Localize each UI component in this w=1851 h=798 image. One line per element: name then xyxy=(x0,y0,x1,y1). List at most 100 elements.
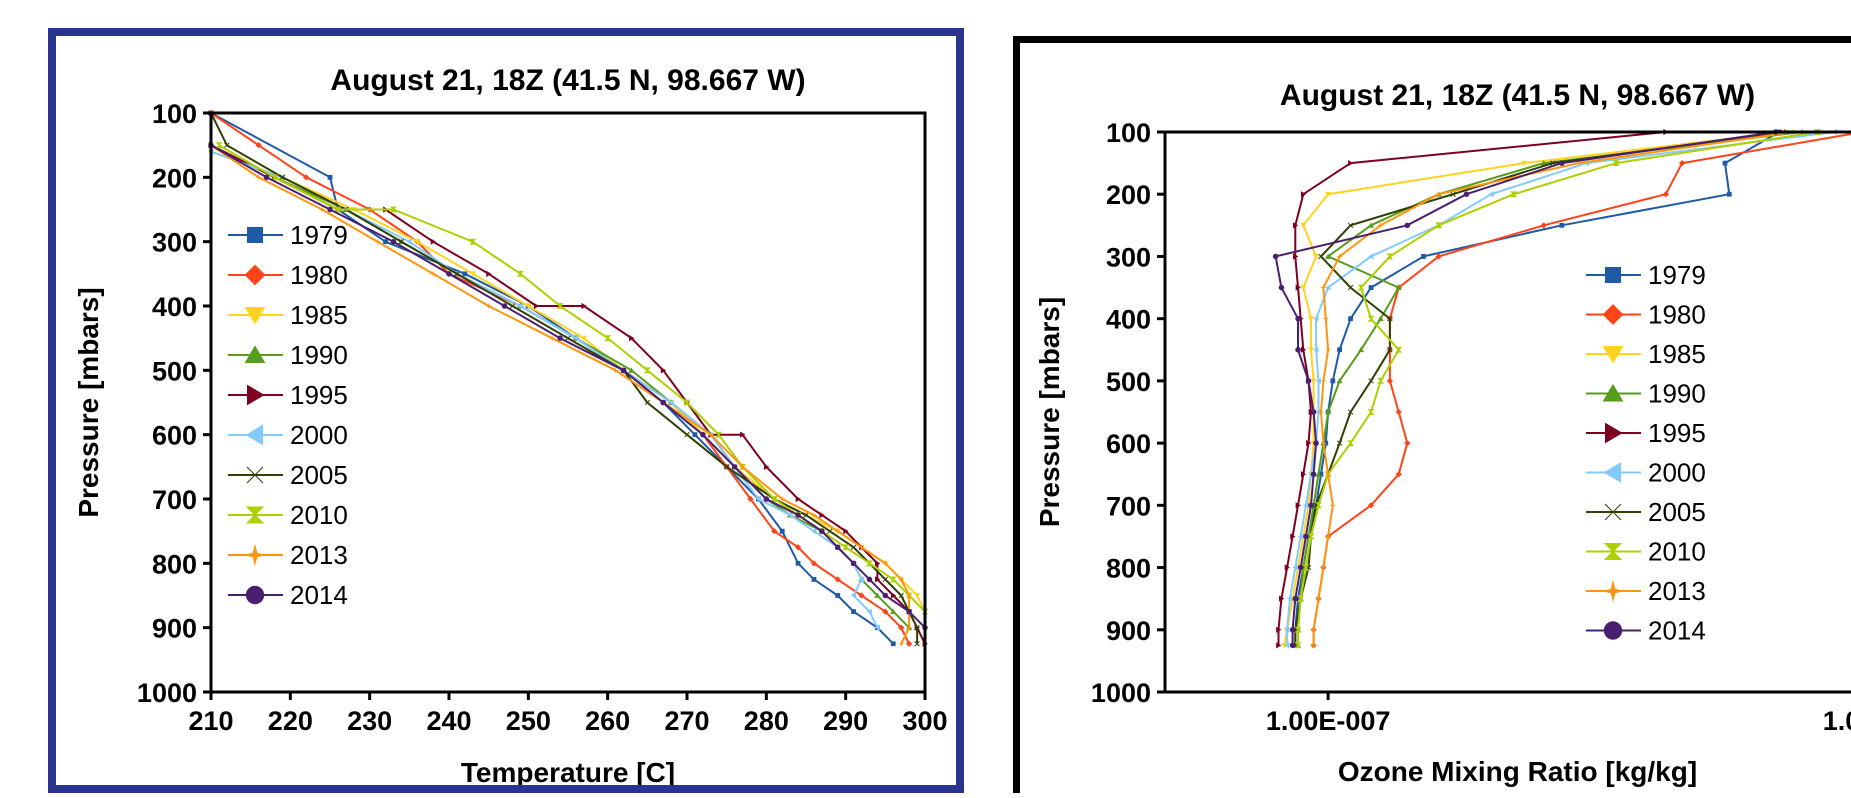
series-2005-point xyxy=(1368,378,1374,384)
legend-label: 2013 xyxy=(290,540,348,570)
series-2000-point xyxy=(517,302,523,310)
series-2013-point xyxy=(881,559,889,567)
series-2014-point xyxy=(390,238,397,245)
series-1980-point xyxy=(1435,253,1442,260)
y-axis-label: Pressure [mbars] xyxy=(73,287,104,517)
legend-marker xyxy=(245,506,265,524)
series-1980-point xyxy=(1386,377,1393,385)
series-1995-point xyxy=(740,431,746,438)
series-2014-point xyxy=(1272,253,1279,260)
legend-item-1980: 1980 xyxy=(1586,300,1706,330)
series-1990-point xyxy=(628,367,635,373)
series-1985-point xyxy=(1521,160,1528,166)
y-tick-label: 500 xyxy=(152,356,197,386)
series-2010-line xyxy=(218,144,926,613)
legend-label: 2014 xyxy=(1648,616,1706,646)
series-2010-point xyxy=(1612,160,1620,167)
legend-item-2014: 2014 xyxy=(1586,616,1706,646)
series-2010-point xyxy=(215,142,223,149)
plot-area xyxy=(1272,128,1851,649)
series-2010-point xyxy=(1294,642,1302,649)
series-1995-point xyxy=(1290,533,1296,540)
series-2013-point xyxy=(612,366,619,374)
series-1995-point xyxy=(763,463,770,470)
series-2013-point xyxy=(905,624,913,632)
series-2005-point xyxy=(827,528,833,534)
series-2013-point xyxy=(1324,470,1332,478)
series-1985-point xyxy=(1307,316,1315,322)
series-1985-point xyxy=(525,303,532,309)
legend-label: 1985 xyxy=(290,300,348,330)
series-1995-point xyxy=(660,367,667,374)
plot-frame xyxy=(209,111,927,694)
series-1995-point xyxy=(1306,439,1312,447)
series-2005-point xyxy=(1318,253,1324,260)
x-axis-label: Ozone Mixing Ratio [kg/kg] xyxy=(1338,756,1697,787)
series-2014-point xyxy=(882,592,889,599)
series-2014-point xyxy=(446,271,452,277)
series-1979-point xyxy=(1348,316,1353,322)
series-2010-point xyxy=(1367,315,1375,322)
series-2000-point xyxy=(1286,595,1293,602)
legend-label: 1980 xyxy=(290,260,348,290)
series-1979-point xyxy=(1722,160,1728,166)
x-tick-label: 240 xyxy=(426,706,471,736)
series-1995-point xyxy=(533,302,540,310)
series-2000 xyxy=(1284,128,1837,649)
legend-marker xyxy=(1601,579,1625,603)
series-1979-point xyxy=(1421,254,1426,259)
legend-item-1980: 1980 xyxy=(228,260,348,290)
legend-item-1979: 1979 xyxy=(228,220,348,250)
series-2013-point xyxy=(1320,284,1327,291)
series-1979-point xyxy=(811,577,817,582)
legend-label: 1995 xyxy=(290,380,348,410)
series-2010-point xyxy=(842,544,850,551)
series-1990-line xyxy=(1297,131,1803,646)
legend: 1979 1980 1985 1990 1995 2000 2005 2010 2013 2014 xyxy=(1586,260,1706,646)
series-2000-point xyxy=(1292,564,1298,571)
series-1995-point xyxy=(1300,346,1307,353)
y-tick-label: 200 xyxy=(152,163,197,193)
series-2013-point xyxy=(707,431,715,439)
series-1980-point xyxy=(794,544,802,551)
series-2010-point xyxy=(556,303,564,309)
legend-marker xyxy=(244,307,266,325)
legend-marker xyxy=(247,227,263,243)
series-1985-point xyxy=(913,593,921,599)
series-2010-point xyxy=(1307,533,1315,540)
series-1995-point xyxy=(1295,502,1301,509)
series-2000-point xyxy=(866,608,872,615)
series-1980-point xyxy=(1395,471,1402,478)
y-tick-label: 700 xyxy=(1106,491,1151,521)
legend-label: 2010 xyxy=(290,500,348,530)
series-1995-point xyxy=(430,238,437,245)
legend-item-1985: 1985 xyxy=(228,300,348,330)
series-2000-point xyxy=(1284,642,1290,649)
series-1985-line xyxy=(1283,131,1787,646)
legend-item-2010: 2010 xyxy=(228,500,348,530)
x-tick-label: 280 xyxy=(744,706,789,736)
legend-item-2013: 2013 xyxy=(1586,576,1706,606)
series-1995-point xyxy=(581,302,587,310)
series-1979-point xyxy=(462,271,468,277)
series-1985-point xyxy=(1300,285,1307,291)
series-1990-point xyxy=(874,592,881,598)
series-2010-point xyxy=(1367,409,1375,415)
series-1979-point xyxy=(1337,347,1343,353)
series-2013-point xyxy=(318,206,326,213)
series-2010 xyxy=(215,142,929,615)
series-1985-point xyxy=(1300,222,1307,229)
series-2014-point xyxy=(557,335,563,341)
legend-marker xyxy=(1605,422,1623,444)
series-1979-point xyxy=(795,560,801,566)
series-2010-point xyxy=(683,399,691,406)
series-1979-point xyxy=(1559,222,1565,228)
series-2010-point xyxy=(334,206,342,213)
series-2014-point xyxy=(763,496,770,502)
x-tick-label: 220 xyxy=(268,706,313,736)
legend-label: 1985 xyxy=(1648,339,1706,369)
legend-label: 1979 xyxy=(1648,260,1706,290)
series-2005-point xyxy=(1336,440,1343,446)
series-2014-point xyxy=(850,560,857,567)
series-2014 xyxy=(1272,129,1779,649)
